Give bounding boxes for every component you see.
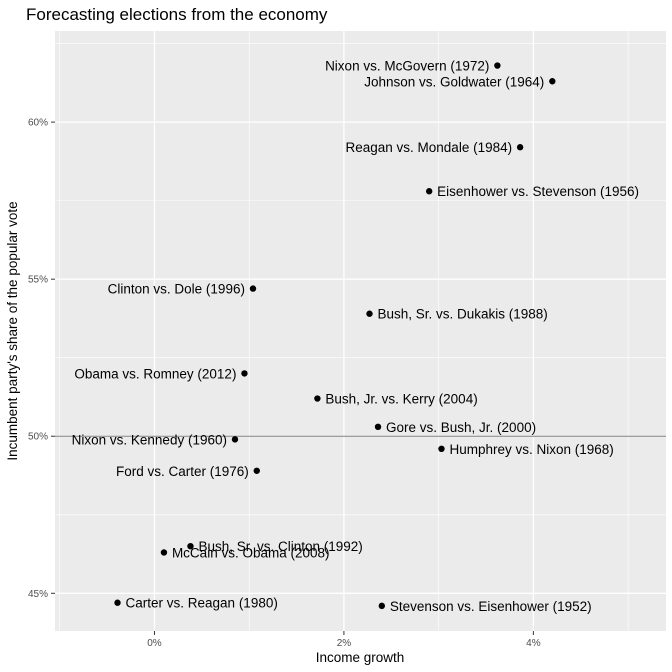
data-point (366, 310, 373, 317)
data-point-label: Bush, Sr. vs. Clinton (1992) (198, 539, 362, 554)
x-axis-ticks: 0% 2% 4% (147, 631, 541, 649)
y-tick-label: 50% (28, 432, 48, 443)
y-axis-ticks: 45% 50% 55% 60% (28, 118, 55, 600)
y-tick-label: 45% (28, 589, 48, 600)
data-point (253, 467, 260, 474)
data-point-label: Obama vs. Romney (2012) (74, 366, 236, 381)
y-tick-label: 55% (28, 275, 48, 286)
data-point-label: Bush, Jr. vs. Kerry (2004) (325, 392, 477, 407)
data-point (314, 395, 321, 402)
data-point-label: Humphrey vs. Nixon (1968) (449, 442, 613, 457)
data-point (438, 445, 445, 453)
plot-panel (55, 31, 666, 631)
data-point-label: Nixon vs. Kennedy (1960) (72, 432, 227, 447)
data-point-label: Stevenson vs. Eisenhower (1952) (390, 599, 592, 614)
y-axis-label: Incumbent party's share of the popular v… (5, 201, 20, 460)
minor-gridlines (55, 31, 666, 631)
major-gridlines (55, 31, 666, 631)
data-point (374, 423, 382, 431)
data-point (549, 78, 556, 85)
data-point-label: McCain vs. Obama (2008) (172, 545, 330, 560)
data-point (187, 542, 194, 550)
data-point (160, 549, 168, 556)
data-point (494, 62, 501, 69)
data-point-label: Clinton vs. Dole (1996) (108, 282, 245, 297)
data-point (231, 436, 239, 443)
data-point (425, 188, 433, 195)
data-point (516, 144, 524, 151)
data-point (241, 370, 248, 377)
chart-title: Forecasting elections from the economy (26, 5, 328, 24)
data-point-label: Carter vs. Reagan (1980) (126, 596, 278, 611)
data-point-label: Johnson vs. Goldwater (1964) (364, 74, 544, 89)
x-tick-label: 0% (147, 638, 162, 649)
data-point-label: Gore vs. Bush, Jr. (2000) (386, 420, 536, 435)
data-point-label: Reagan vs. Mondale (1984) (346, 140, 513, 155)
x-axis-label: Income growth (316, 650, 405, 665)
data-point-label: Eisenhower vs. Stevenson (1956) (437, 184, 639, 199)
data-point-label: Bush, Sr. vs. Dukakis (1988) (377, 307, 547, 322)
data-point-label: Nixon vs. McGovern (1972) (325, 59, 489, 74)
data-points (114, 62, 556, 610)
x-tick-label: 2% (337, 638, 352, 649)
data-point (249, 285, 257, 292)
data-point-labels: Stevenson vs. Eisenhower (1952) Eisenhowe… (72, 59, 639, 614)
x-tick-label: 4% (526, 638, 541, 649)
data-point (378, 602, 386, 610)
y-tick-label: 60% (28, 118, 48, 129)
data-point-label: Ford vs. Carter (1976) (116, 464, 249, 479)
data-point (114, 599, 121, 606)
